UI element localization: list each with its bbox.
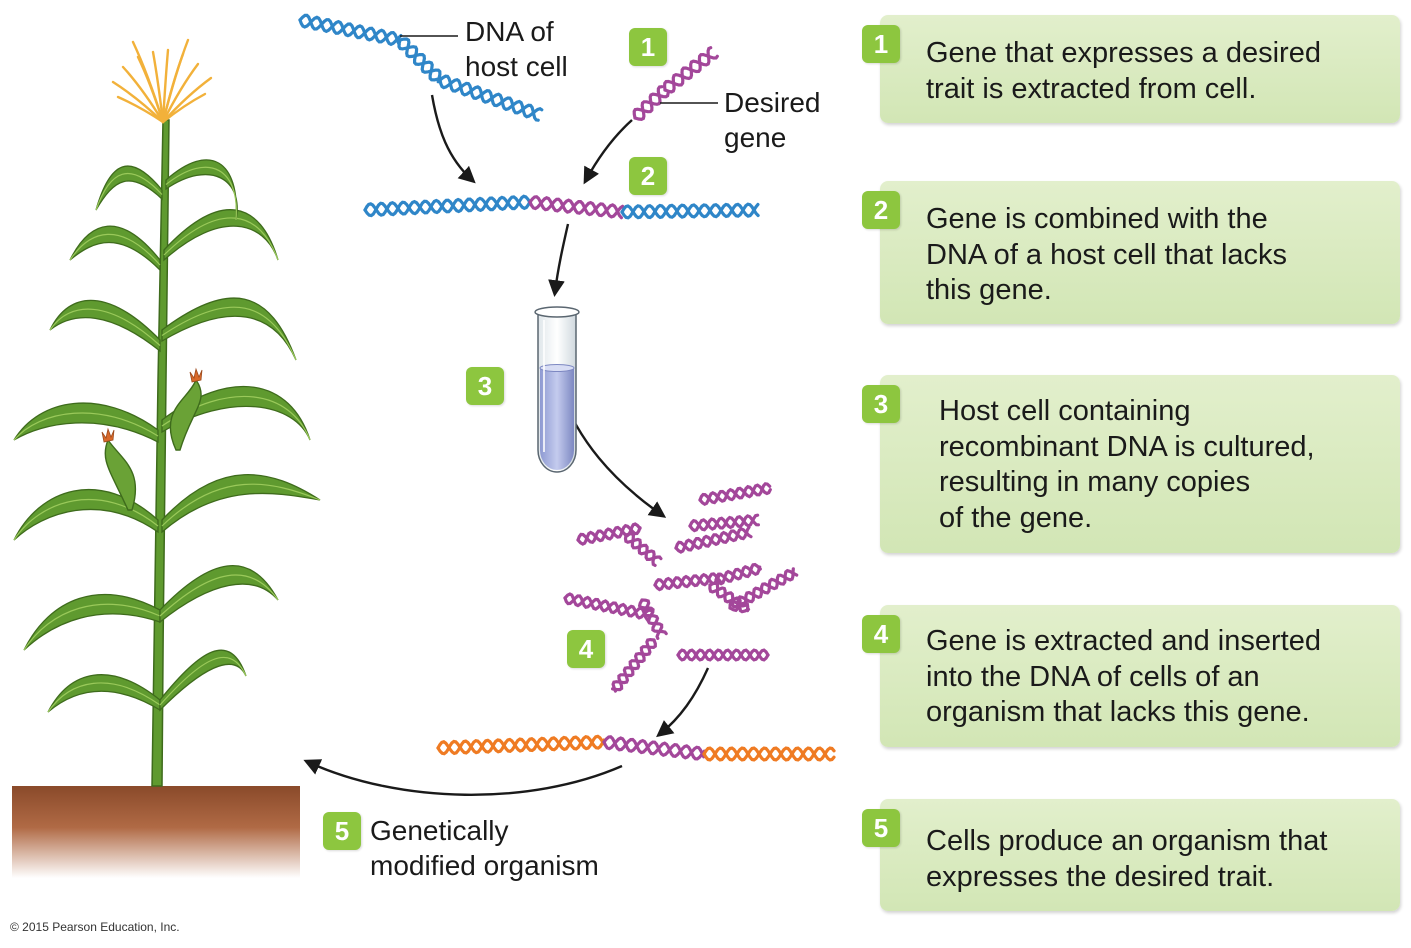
step-text-3: Host cell containing recombinant DNA is … bbox=[939, 395, 1315, 534]
step-text-4: Gene is extracted and inserted into the … bbox=[926, 625, 1321, 728]
diagram-step-badge-1: 1 bbox=[629, 28, 667, 66]
organism-dna-segment-left bbox=[436, 734, 606, 756]
gene-copy-6 bbox=[653, 572, 722, 592]
step-text-5: Cells produce an organism that expresses… bbox=[926, 825, 1328, 893]
gene-copy-3 bbox=[698, 482, 772, 507]
soil bbox=[12, 786, 300, 878]
gene-copy-1 bbox=[576, 522, 642, 546]
corn-leaf-9 bbox=[49, 299, 161, 353]
arrow-copies-to-organism-dna bbox=[656, 667, 710, 738]
step-panel-4 bbox=[880, 605, 1400, 747]
step-panel-badge-4: 4 bbox=[862, 615, 900, 653]
gene-copy-7 bbox=[714, 562, 762, 586]
diagram-step-badge-2: 2 bbox=[629, 157, 667, 195]
corn-leaf-3 bbox=[23, 594, 161, 651]
inserted-gene-segment bbox=[602, 735, 706, 761]
corn-plant bbox=[13, 38, 321, 787]
label-genetically-modified-organism: Genetically modified organism bbox=[370, 815, 599, 881]
corn-leaf-5 bbox=[13, 488, 159, 541]
organism-dna-segment-right bbox=[702, 746, 836, 762]
corn-leaf-1 bbox=[47, 674, 161, 713]
corn-leaf-6 bbox=[161, 474, 321, 534]
dna-strands bbox=[298, 13, 836, 762]
gene-copy-9 bbox=[563, 592, 653, 622]
copyright-notice: © 2015 Pearson Education, Inc. bbox=[10, 920, 180, 934]
corn-stalk bbox=[151, 119, 170, 787]
recombinant-host-segment-left bbox=[363, 194, 532, 218]
diagram-step-badge-3: 3 bbox=[466, 367, 504, 405]
step-panel-2 bbox=[880, 181, 1400, 324]
arrow-gene-to-recombinant bbox=[583, 119, 633, 185]
gene-copy-10 bbox=[637, 598, 668, 640]
label-dna-of-host-cell: DNA of host cell bbox=[465, 16, 568, 82]
arrow-host-to-recombinant bbox=[430, 94, 476, 184]
step-text-2: Gene is combined with the DNA of a host … bbox=[926, 203, 1288, 306]
arrow-organism-dna-to-plant bbox=[303, 759, 623, 796]
step-panel-1 bbox=[880, 15, 1400, 123]
corn-leaf-11 bbox=[69, 225, 161, 272]
gene-copy-11 bbox=[611, 637, 657, 693]
host-dna-strand bbox=[298, 13, 403, 47]
gene-copy-2 bbox=[623, 532, 663, 567]
step-panel-5 bbox=[880, 799, 1400, 911]
step-panel-badge-2: 2 bbox=[862, 191, 900, 229]
host-dna-strand bbox=[438, 74, 544, 122]
corn-tassel bbox=[111, 38, 213, 124]
host-dna-strand bbox=[397, 37, 444, 84]
recombinant-gene-segment bbox=[528, 195, 625, 220]
gene-copy-12 bbox=[676, 648, 770, 662]
recombinant-host-segment-right bbox=[620, 202, 760, 220]
step-panel-3 bbox=[880, 375, 1400, 553]
label-desired-gene: Desired gene bbox=[724, 87, 821, 153]
step-text-1: Gene that expresses a desired trait is e… bbox=[926, 37, 1321, 105]
arrow-recombinant-to-tube bbox=[548, 223, 570, 298]
gene-copy-4 bbox=[688, 513, 760, 533]
diagram-step-badge-4: 4 bbox=[567, 630, 605, 668]
corn-leaf-7 bbox=[13, 402, 159, 444]
gene-copy-5 bbox=[674, 525, 753, 554]
diagram-step-badge-5: 5 bbox=[323, 812, 361, 850]
corn-leaf-4 bbox=[159, 565, 279, 624]
step-panel-badge-5: 5 bbox=[862, 809, 900, 847]
step-panel-badge-3: 3 bbox=[862, 385, 900, 423]
desired-gene-strand bbox=[662, 46, 719, 94]
corn-leaf-2 bbox=[159, 649, 247, 712]
step-panel-badge-1: 1 bbox=[862, 25, 900, 63]
corn-leaf-12 bbox=[163, 209, 279, 262]
desired-gene-strand bbox=[632, 85, 670, 121]
test-tube bbox=[534, 306, 580, 473]
gene-copy-13 bbox=[708, 581, 751, 614]
